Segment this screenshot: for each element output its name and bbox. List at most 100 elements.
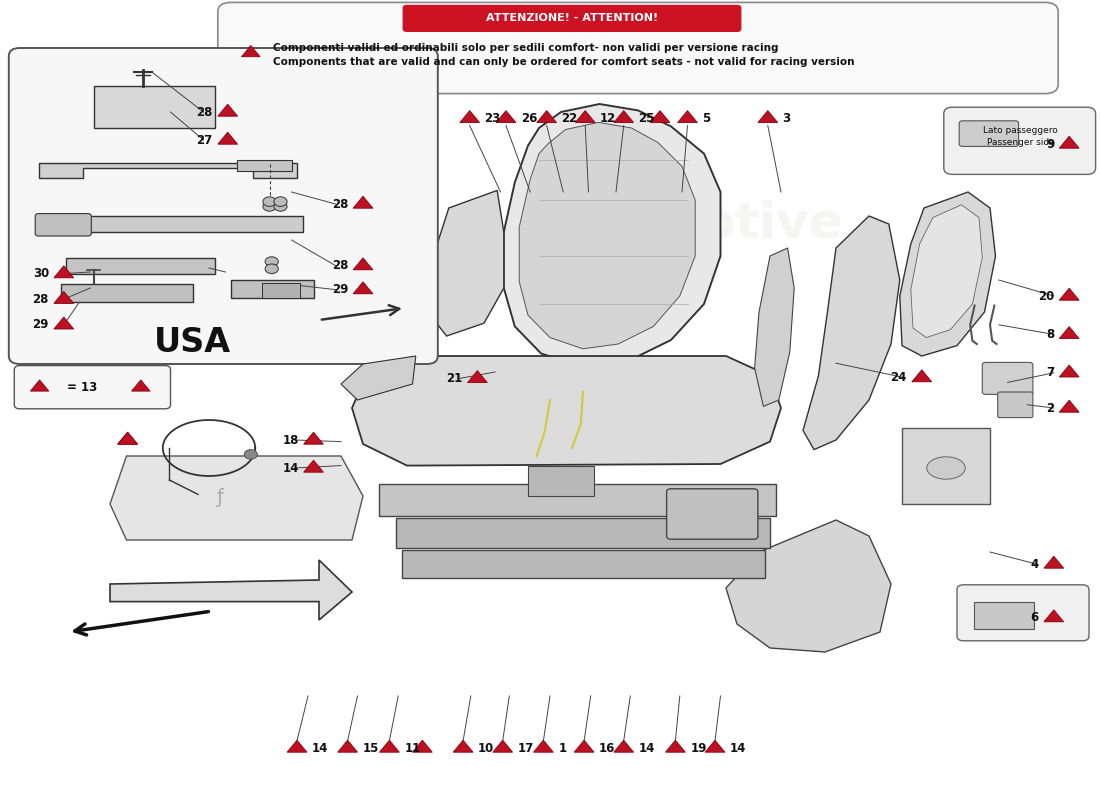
Polygon shape	[31, 380, 48, 391]
Circle shape	[274, 202, 287, 211]
Text: 2: 2	[1046, 402, 1054, 414]
FancyBboxPatch shape	[14, 366, 170, 409]
Text: 28: 28	[197, 106, 212, 118]
Polygon shape	[1059, 288, 1079, 300]
Text: ATTENZIONE! - ATTENTION!: ATTENZIONE! - ATTENTION!	[486, 14, 658, 23]
Text: 14: 14	[312, 742, 328, 754]
FancyBboxPatch shape	[402, 550, 764, 578]
Text: 16: 16	[598, 742, 615, 754]
Polygon shape	[574, 740, 594, 752]
Polygon shape	[110, 456, 363, 540]
Text: 1: 1	[558, 742, 566, 754]
FancyBboxPatch shape	[974, 602, 1034, 629]
Text: euromotive: euromotive	[520, 200, 844, 248]
Text: 28: 28	[332, 198, 348, 210]
Polygon shape	[118, 432, 138, 444]
Polygon shape	[54, 266, 74, 278]
Text: 14: 14	[638, 742, 654, 754]
Text: 4: 4	[1031, 558, 1038, 570]
Text: 12: 12	[601, 112, 616, 125]
Polygon shape	[66, 258, 214, 274]
FancyBboxPatch shape	[957, 585, 1089, 641]
Polygon shape	[650, 110, 670, 122]
Polygon shape	[54, 291, 74, 303]
Text: Componenti validi ed ordinabili solo per sedili comfort- non validi per versione: Componenti validi ed ordinabili solo per…	[273, 43, 779, 53]
Circle shape	[263, 202, 276, 211]
Polygon shape	[453, 740, 473, 752]
Ellipse shape	[926, 457, 966, 479]
Text: 5: 5	[702, 112, 711, 125]
FancyBboxPatch shape	[944, 107, 1096, 174]
Text: 26: 26	[521, 112, 537, 125]
Circle shape	[265, 257, 278, 266]
Text: 18: 18	[283, 434, 298, 446]
Polygon shape	[1044, 610, 1064, 622]
Polygon shape	[60, 284, 192, 302]
Polygon shape	[758, 110, 778, 122]
Text: Lato passeggero
Passenger side: Lato passeggero Passenger side	[983, 126, 1058, 147]
Text: 23: 23	[484, 112, 500, 125]
Polygon shape	[412, 740, 432, 752]
Polygon shape	[912, 370, 932, 382]
Polygon shape	[755, 248, 794, 406]
Text: 15: 15	[363, 742, 378, 754]
FancyBboxPatch shape	[982, 362, 1033, 394]
Text: 27: 27	[197, 134, 212, 146]
Text: 9: 9	[1046, 138, 1054, 150]
FancyBboxPatch shape	[379, 484, 776, 516]
FancyBboxPatch shape	[35, 214, 91, 236]
FancyBboxPatch shape	[902, 428, 990, 504]
Polygon shape	[304, 460, 323, 472]
FancyBboxPatch shape	[403, 5, 741, 32]
Polygon shape	[537, 110, 557, 122]
Text: 10: 10	[477, 742, 494, 754]
FancyBboxPatch shape	[998, 392, 1033, 418]
Text: 14: 14	[283, 462, 298, 474]
Polygon shape	[429, 190, 504, 336]
Polygon shape	[338, 740, 358, 752]
Polygon shape	[493, 740, 513, 752]
Circle shape	[265, 264, 278, 274]
Text: 7: 7	[1046, 366, 1054, 379]
Circle shape	[244, 450, 257, 459]
Text: 22: 22	[561, 112, 578, 125]
Polygon shape	[1059, 326, 1079, 338]
FancyBboxPatch shape	[396, 518, 770, 548]
Polygon shape	[236, 160, 292, 171]
Polygon shape	[39, 163, 297, 178]
Polygon shape	[379, 740, 399, 752]
Polygon shape	[352, 356, 781, 466]
Polygon shape	[519, 122, 695, 349]
Polygon shape	[726, 520, 891, 652]
FancyBboxPatch shape	[667, 489, 758, 539]
Polygon shape	[242, 46, 260, 57]
Text: 14: 14	[730, 742, 746, 754]
Text: 6: 6	[1031, 611, 1038, 624]
FancyBboxPatch shape	[9, 48, 438, 364]
Polygon shape	[324, 208, 404, 356]
Polygon shape	[304, 432, 323, 444]
Text: 25: 25	[638, 112, 654, 125]
Polygon shape	[54, 317, 74, 329]
Polygon shape	[468, 370, 487, 382]
Text: USA: USA	[154, 326, 231, 359]
Polygon shape	[1059, 365, 1079, 377]
Text: ƒ: ƒ	[217, 488, 223, 507]
Text: 21: 21	[447, 372, 462, 385]
Polygon shape	[341, 356, 416, 400]
Polygon shape	[287, 740, 307, 752]
Text: 29: 29	[33, 318, 50, 331]
Polygon shape	[44, 216, 302, 232]
Polygon shape	[118, 432, 138, 444]
Text: Components that are valid and can only be ordered for comfort seats - not valid : Components that are valid and can only b…	[273, 58, 855, 67]
Polygon shape	[678, 110, 697, 122]
Polygon shape	[614, 740, 634, 752]
Text: 19: 19	[691, 742, 706, 754]
Polygon shape	[534, 740, 553, 752]
Text: = 13: = 13	[67, 381, 98, 394]
FancyBboxPatch shape	[94, 86, 214, 128]
Polygon shape	[911, 205, 982, 338]
Text: 20: 20	[1038, 290, 1054, 302]
Polygon shape	[900, 192, 996, 356]
Polygon shape	[1059, 400, 1079, 412]
